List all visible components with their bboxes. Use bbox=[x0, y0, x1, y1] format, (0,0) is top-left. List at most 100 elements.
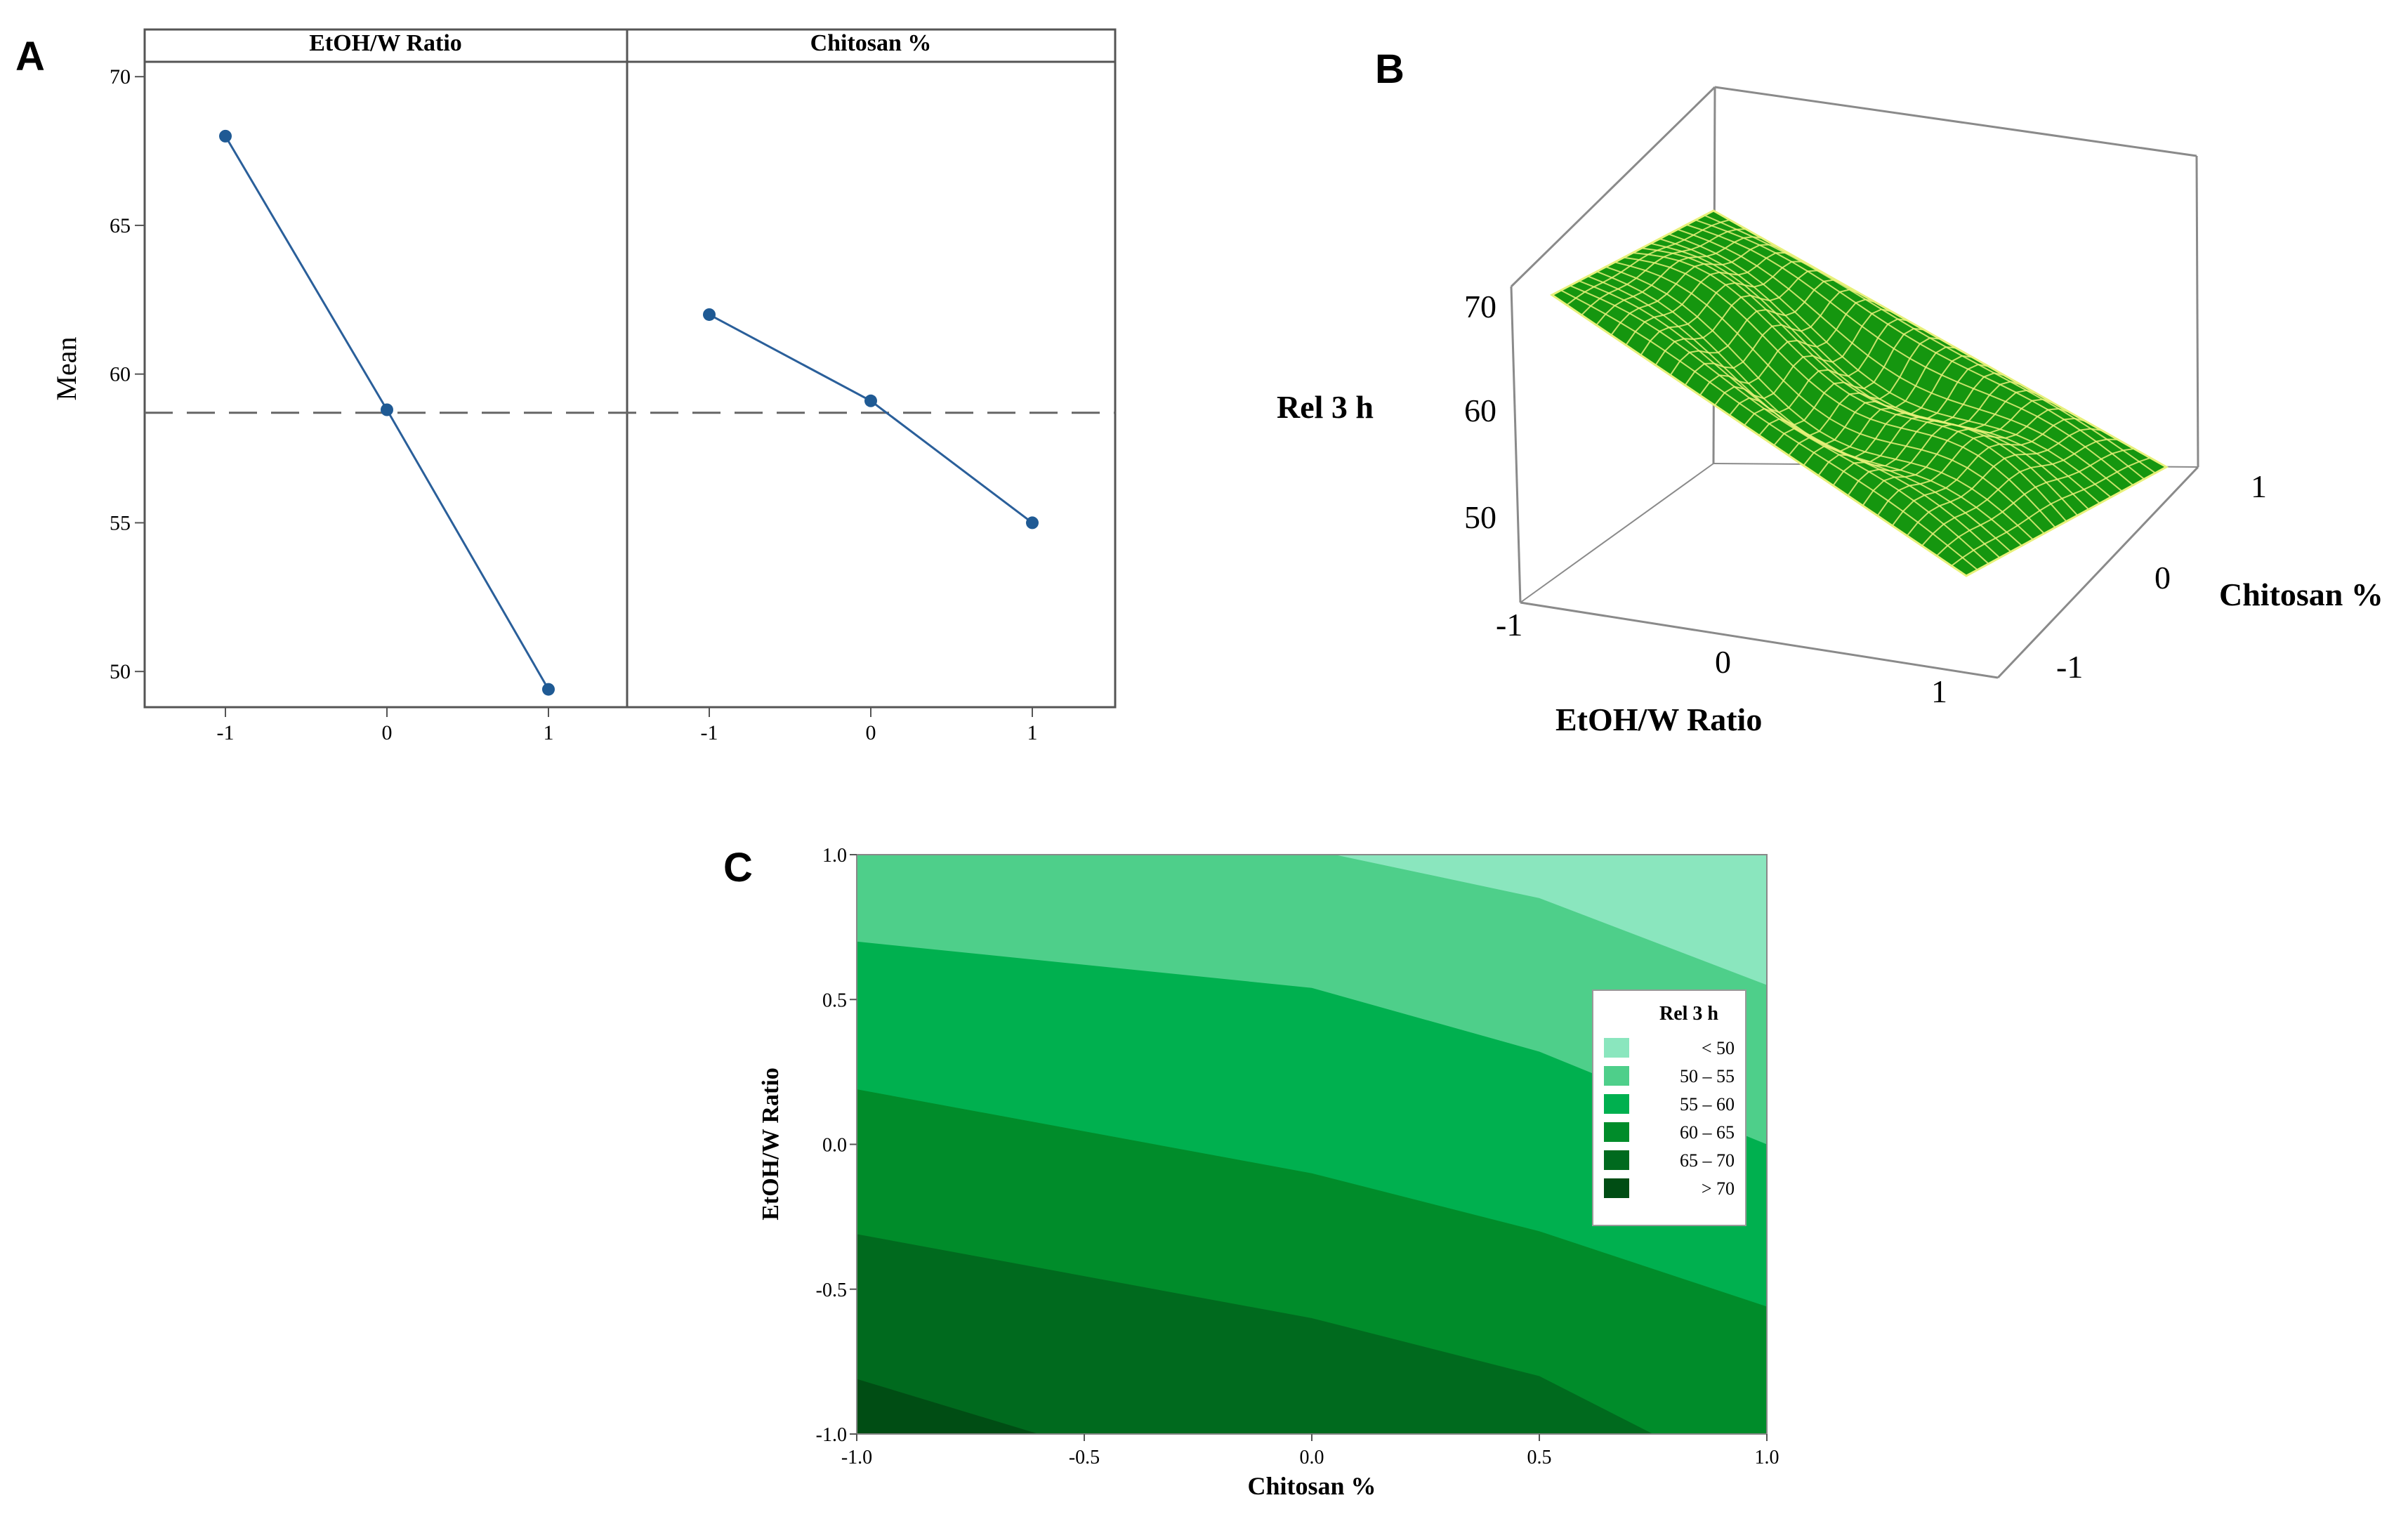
surface-mesh-line bbox=[1773, 346, 1956, 446]
surface-mesh-line bbox=[1654, 270, 1827, 366]
panel-a: A EtOH/W Ratio Chitosan % Mean 50 55 60 65 7… bbox=[15, 28, 1117, 744]
legend-label: 60 – 65 bbox=[1680, 1122, 1735, 1143]
axis-label-mean: Mean bbox=[51, 336, 82, 400]
panel-a-x-axis: -1 0 1 -1 0 1 bbox=[217, 707, 1038, 744]
y-tick-0: 0 bbox=[2154, 560, 2171, 596]
y-tick-label: 70 bbox=[110, 65, 131, 88]
panel-a-series bbox=[219, 129, 1039, 696]
facet-title-etoh: EtOH/W Ratio bbox=[309, 30, 462, 56]
surface-mesh-line bbox=[1744, 327, 1924, 426]
x-tick-label: -1 bbox=[701, 721, 718, 744]
legend-swatch bbox=[1604, 1178, 1629, 1198]
surface-mesh-line bbox=[1906, 428, 2103, 537]
surface-mesh-line bbox=[1803, 363, 1989, 466]
surface-mesh-line bbox=[1817, 372, 2005, 476]
x-tick-0: 0 bbox=[1715, 644, 1731, 680]
surface-mesh-line bbox=[1832, 381, 2021, 487]
panel-a-y-axis: 50 55 60 65 70 bbox=[110, 65, 145, 683]
legend-label: < 50 bbox=[1702, 1038, 1735, 1058]
surface-mesh-line bbox=[1640, 261, 1811, 356]
surface-mesh-line bbox=[1684, 289, 1860, 386]
surface-mesh-line bbox=[1862, 398, 2054, 506]
panel-b: B Rel 3 h 70 60 50 -1 0 1 EtOH/W Ratio 1… bbox=[1277, 46, 2383, 737]
legend-swatch bbox=[1604, 1122, 1629, 1142]
surface-mesh-line bbox=[1610, 244, 1779, 336]
z-tick-50: 50 bbox=[1464, 499, 1496, 535]
y-tick-label: -1.0 bbox=[816, 1424, 847, 1446]
y-tick-label: 50 bbox=[110, 660, 131, 683]
x-tick-label: 0 bbox=[382, 721, 393, 744]
surface-mesh-line bbox=[1936, 447, 2135, 557]
contour-band bbox=[1334, 855, 1767, 985]
data-point bbox=[542, 683, 555, 696]
legend-label: 65 – 70 bbox=[1680, 1150, 1735, 1171]
panel-a-frame bbox=[143, 28, 1117, 709]
legend-title: Rel 3 h bbox=[1659, 1003, 1718, 1025]
contour-band bbox=[857, 855, 1767, 1145]
y-tick-label: 65 bbox=[110, 214, 131, 237]
surface-mesh-line bbox=[1921, 438, 2118, 546]
data-point bbox=[864, 394, 877, 407]
x-tick-label: 0.5 bbox=[1527, 1447, 1552, 1468]
contour-y-label: EtOH/W Ratio bbox=[758, 1067, 784, 1221]
contour-x-axis: -1.0 -0.5 0.0 0.5 1.0 bbox=[841, 1434, 1779, 1468]
surface-mesh-line bbox=[1625, 252, 1795, 346]
y-tick-1: 1 bbox=[2251, 468, 2267, 504]
x-tick-label: -1 bbox=[217, 721, 235, 744]
surface-mesh-line bbox=[1699, 298, 1876, 396]
y-axis-label: Chitosan % bbox=[2219, 577, 2383, 612]
y-tick-label: -0.5 bbox=[816, 1280, 847, 1301]
y-tick-neg1: -1 bbox=[2056, 649, 2083, 685]
surface-mesh-line bbox=[1891, 417, 2086, 527]
legend-label: > 70 bbox=[1702, 1178, 1735, 1199]
series-line bbox=[709, 313, 1033, 524]
surface-mesh-line bbox=[1713, 308, 1892, 406]
x-tick-label: 1 bbox=[1027, 721, 1038, 744]
surface-mesh-line bbox=[1758, 337, 1940, 437]
surface-mesh-line bbox=[1566, 219, 1730, 306]
legend-swatch bbox=[1604, 1150, 1629, 1170]
x-axis-label: EtOH/W Ratio bbox=[1555, 702, 1762, 737]
panel-label-a: A bbox=[15, 34, 45, 79]
surface-mesh-line bbox=[1951, 457, 2151, 567]
y-tick-label: 0.0 bbox=[822, 1135, 847, 1157]
contour-y-axis: -1.0 -0.5 0.0 0.5 1.0 bbox=[816, 845, 857, 1446]
z-axis-label: Rel 3 h bbox=[1277, 389, 1374, 425]
data-point bbox=[1026, 516, 1039, 530]
panel-c: C -1.0 -0.5 0.0 0.5 1.0 -1.0 -0.5 0.0 0.5 1.0 Ch… bbox=[723, 845, 1779, 1500]
surface-mesh-line bbox=[1596, 236, 1763, 326]
x-tick-label: -1.0 bbox=[841, 1447, 872, 1468]
data-point bbox=[703, 308, 716, 321]
x-tick-label: 1 bbox=[544, 721, 554, 744]
y-tick-label: 0.5 bbox=[822, 989, 847, 1011]
surface-mesh-line bbox=[1669, 279, 1843, 376]
y-tick-label: 55 bbox=[110, 511, 131, 534]
legend-label: 50 – 55 bbox=[1680, 1066, 1735, 1086]
contour-x-label: Chitosan % bbox=[1247, 1472, 1376, 1500]
contour-legend: Rel 3 h < 50 50 – 55 55 – 60 60 – 65 65 – 70… bbox=[1592, 989, 1746, 1226]
response-surface bbox=[1550, 209, 2169, 577]
x-tick-label: 0.0 bbox=[1300, 1447, 1324, 1468]
legend-entries: < 50 50 – 55 55 – 60 60 – 65 65 – 70 > 70 bbox=[1604, 1038, 1735, 1199]
legend-label: 55 – 60 bbox=[1680, 1094, 1735, 1114]
legend-swatch bbox=[1604, 1094, 1629, 1114]
surface-mesh-line bbox=[1729, 318, 1908, 416]
x-tick-label: 1.0 bbox=[1755, 1447, 1779, 1468]
surface-mesh-line bbox=[1847, 389, 2038, 497]
legend-swatch bbox=[1604, 1038, 1629, 1058]
x-tick-label: 0 bbox=[866, 721, 876, 744]
y-tick-label: 60 bbox=[110, 363, 131, 386]
surface-mesh-line bbox=[1788, 355, 1973, 456]
panel-label-c: C bbox=[723, 845, 753, 890]
facet-title-chitosan: Chitosan % bbox=[810, 30, 932, 56]
surface-mesh-line bbox=[1876, 407, 2070, 516]
data-point bbox=[219, 129, 232, 143]
panel-label-b: B bbox=[1375, 46, 1404, 92]
x-tick-1: 1 bbox=[1931, 673, 1947, 709]
z-tick-70: 70 bbox=[1464, 289, 1496, 324]
legend-swatch bbox=[1604, 1066, 1629, 1086]
surface-mesh-line bbox=[1581, 228, 1746, 316]
data-point bbox=[381, 403, 393, 416]
x-tick-neg1: -1 bbox=[1496, 607, 1522, 643]
